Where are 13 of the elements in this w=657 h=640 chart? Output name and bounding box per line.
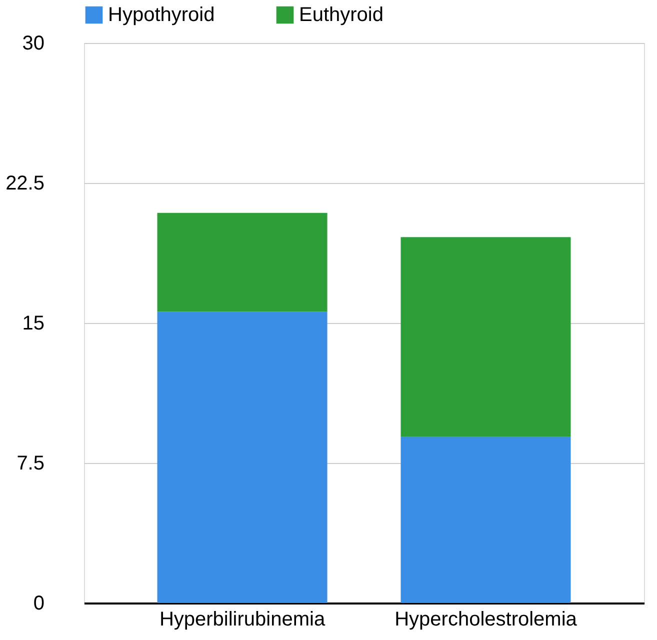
legend-label: Euthyroid	[299, 4, 384, 26]
bar	[157, 312, 328, 603]
bar	[400, 237, 571, 437]
y-tick-label: 30	[22, 32, 44, 54]
y-tick-label: 22.5	[6, 172, 44, 194]
x-tick-label: Hypercholestrolemia	[394, 608, 578, 630]
legend-label: Hypothyroid	[108, 4, 215, 26]
y-tick-label: 7.5	[16, 452, 44, 474]
y-tick-label: 15	[22, 312, 44, 334]
bar	[157, 212, 328, 312]
x-tick-label: Hyperbilirubinemia	[159, 608, 326, 630]
y-tick-label: 0	[33, 592, 44, 614]
bar	[400, 436, 571, 603]
